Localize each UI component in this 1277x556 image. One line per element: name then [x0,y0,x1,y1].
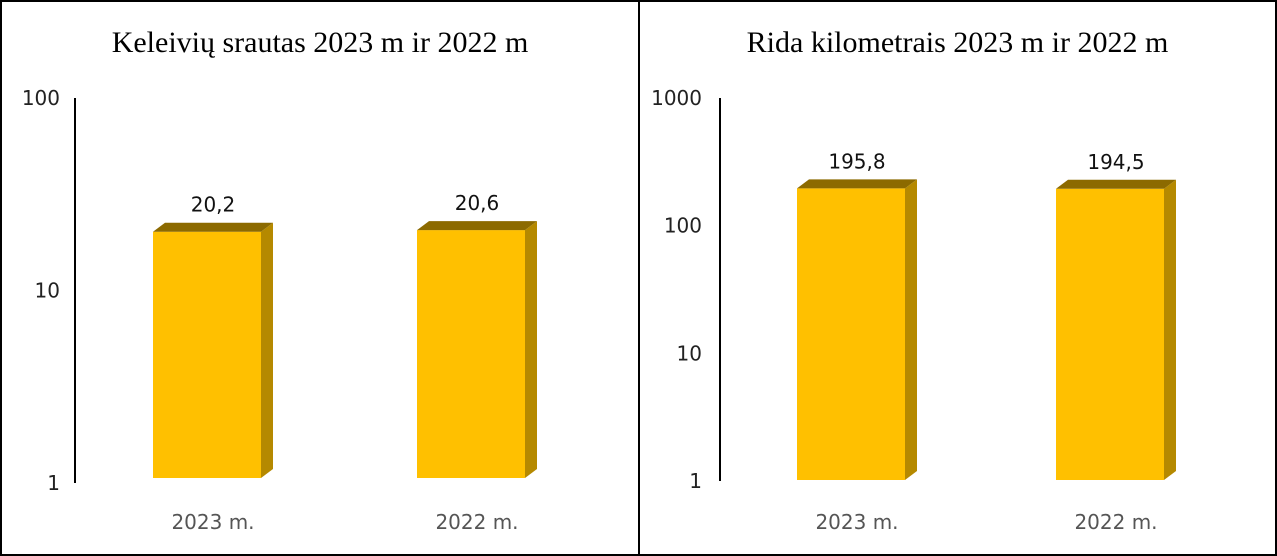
y-tick-label: 1000 [651,86,702,110]
chart-plot: 1 10 100 1000 195,8 2023 m. 194,5 2022 m. [651,86,1176,534]
chart-plot: 1 10 100 20,2 2023 m. 20,6 2022 m. [22,86,537,534]
bar-top [1056,179,1176,189]
bar-top [797,179,917,189]
bar-side [261,222,273,478]
data-label: 20,6 [455,191,500,215]
y-tick-label: 100 [22,86,60,110]
chart-panel-passenger-flow: Keleivių srautas 2023 m ir 2022 m 1 10 100… [0,0,640,556]
y-tick-label: 1 [689,469,702,493]
x-tick-label: 2023 m. [815,510,898,534]
bar [797,188,905,480]
bar [153,231,261,478]
bar-side [905,179,917,480]
x-tick-label: 2023 m. [171,510,254,534]
chart-title: Keleivių srautas 2023 m ir 2022 m [111,26,529,59]
bar [417,230,525,478]
y-tick-label: 100 [664,214,702,238]
x-tick-label: 2022 m. [1074,510,1157,534]
bar-side [1164,179,1176,481]
data-label: 194,5 [1087,150,1144,174]
chart-panel-mileage: Rida kilometrais 2023 m ir 2022 m 1 10 100… [638,0,1277,556]
bar [1056,188,1164,481]
y-tick-label: 1 [47,471,60,495]
bar-side [525,221,537,478]
y-tick-label: 10 [35,279,60,303]
bar-top [417,221,537,231]
bar-top [153,222,273,232]
chart-title: Rida kilometrais 2023 m ir 2022 m [746,26,1169,59]
y-tick-label: 10 [677,341,702,365]
x-tick-label: 2022 m. [435,510,518,534]
data-label: 195,8 [828,149,885,173]
data-label: 20,2 [191,193,236,217]
